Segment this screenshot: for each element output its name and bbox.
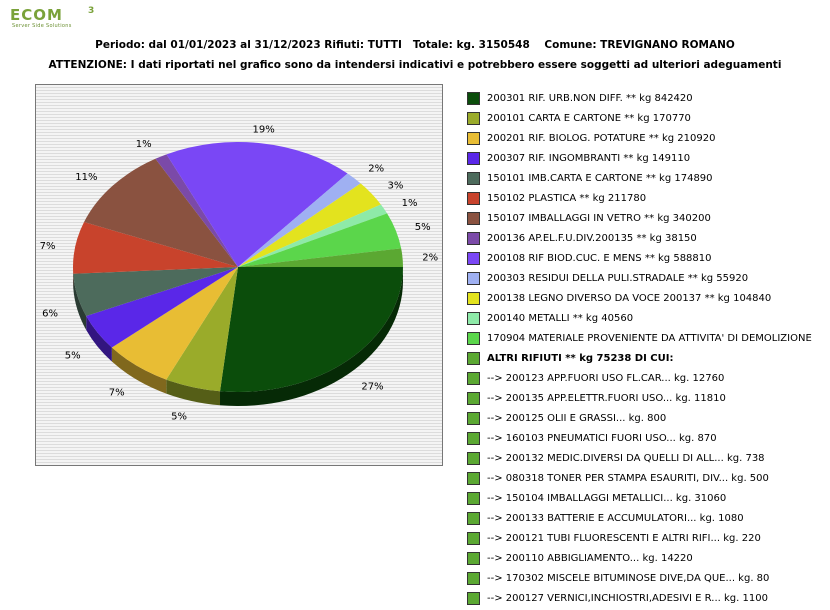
pie-slice-label: 27% xyxy=(361,381,383,392)
legend-swatch xyxy=(467,432,480,445)
legend-swatch xyxy=(467,392,480,405)
chart-legend: 200301 RIF. URB.NON DIFF. ** kg 842420 20… xyxy=(467,90,830,610)
legend-label: 200307 RIF. INGOMBRANTI ** kg 149110 xyxy=(487,153,690,164)
legend-label: 200101 CARTA E CARTONE ** kg 170770 xyxy=(487,113,691,124)
legend-label: 150102 PLASTICA ** kg 211780 xyxy=(487,193,646,204)
legend-item: 170904 MATERIALE PROVENIENTE DA ATTIVITA… xyxy=(467,330,830,350)
legend-swatch xyxy=(467,212,480,225)
legend-label: --> 170302 MISCELE BITUMINOSE DIVE,DA QU… xyxy=(487,573,769,584)
legend-label: 200201 RIF. BIOLOG. POTATURE ** kg 21092… xyxy=(487,133,715,144)
legend-swatch xyxy=(467,552,480,565)
legend-item: 200201 RIF. BIOLOG. POTATURE ** kg 21092… xyxy=(467,130,830,150)
legend-swatch xyxy=(467,492,480,505)
legend-swatch xyxy=(467,592,480,605)
pie-slice-label: 3% xyxy=(387,181,403,192)
legend-label: --> 200110 ABBIGLIAMENTO... kg. 14220 xyxy=(487,553,693,564)
legend-swatch xyxy=(467,232,480,245)
legend-swatch xyxy=(467,192,480,205)
legend-label: --> 200127 VERNICI,INCHIOSTRI,ADESIVI E … xyxy=(487,593,768,604)
pie-slice-label: 1% xyxy=(136,139,152,150)
pie-slice-label: 5% xyxy=(65,350,81,361)
legend-item: 200138 LEGNO DIVERSO DA VOCE 200137 ** k… xyxy=(467,290,830,310)
legend-swatch xyxy=(467,332,480,345)
pie-slice-label: 19% xyxy=(253,124,275,135)
legend-swatch xyxy=(467,352,480,365)
legend-label: 150101 IMB.CARTA E CARTONE ** kg 174890 xyxy=(487,173,713,184)
pie-slice-label: 11% xyxy=(75,172,97,183)
legend-swatch xyxy=(467,372,480,385)
legend-swatch xyxy=(467,112,480,125)
legend-item: --> 080318 TONER PER STAMPA ESAURITI, DI… xyxy=(467,470,830,490)
legend-item: --> 170302 MISCELE BITUMINOSE DIVE,DA QU… xyxy=(467,570,830,590)
legend-swatch xyxy=(467,272,480,285)
legend-label: 200301 RIF. URB.NON DIFF. ** kg 842420 xyxy=(487,93,693,104)
legend-item: 200101 CARTA E CARTONE ** kg 170770 xyxy=(467,110,830,130)
legend-item: 200307 RIF. INGOMBRANTI ** kg 149110 xyxy=(467,150,830,170)
pie-top-faces xyxy=(73,142,403,392)
legend-swatch xyxy=(467,252,480,265)
legend-label: --> 200123 APP.FUORI USO FL.CAR... kg. 1… xyxy=(487,373,724,384)
legend-item: 150107 IMBALLAGGI IN VETRO ** kg 340200 xyxy=(467,210,830,230)
pie-slice-label: 2% xyxy=(422,253,438,264)
legend-label: --> 200135 APP.ELETTR.FUORI USO... kg. 1… xyxy=(487,393,726,404)
legend-label: 200303 RESIDUI DELLA PULI.STRADALE ** kg… xyxy=(487,273,748,284)
legend-item: --> 200132 MEDIC.DIVERSI DA QUELLI DI AL… xyxy=(467,450,830,470)
legend-swatch xyxy=(467,132,480,145)
legend-item: 200301 RIF. URB.NON DIFF. ** kg 842420 xyxy=(467,90,830,110)
legend-item: 200303 RESIDUI DELLA PULI.STRADALE ** kg… xyxy=(467,270,830,290)
pie-slice xyxy=(220,267,403,392)
legend-label: 170904 MATERIALE PROVENIENTE DA ATTIVITA… xyxy=(487,333,812,344)
legend-item: --> 200125 OLII E GRASSI... kg. 800 xyxy=(467,410,830,430)
pie-slice-label: 1% xyxy=(402,198,418,209)
legend-label: ALTRI RIFIUTI ** kg 75238 DI CUI: xyxy=(487,353,673,364)
legend-swatch xyxy=(467,152,480,165)
legend-swatch xyxy=(467,412,480,425)
legend-swatch xyxy=(467,532,480,545)
legend-swatch xyxy=(467,172,480,185)
legend-swatch xyxy=(467,512,480,525)
pie-slice-label: 7% xyxy=(40,241,56,252)
legend-item: --> 200121 TUBI FLUORESCENTI E ALTRI RIF… xyxy=(467,530,830,550)
legend-item: --> 200123 APP.FUORI USO FL.CAR... kg. 1… xyxy=(467,370,830,390)
legend-label: --> 160103 PNEUMATICI FUORI USO... kg. 8… xyxy=(487,433,717,444)
legend-item: 150102 PLASTICA ** kg 211780 xyxy=(467,190,830,210)
legend-item: 200140 METALLI ** kg 40560 xyxy=(467,310,830,330)
legend-swatch xyxy=(467,472,480,485)
pie-slice-label: 5% xyxy=(415,222,431,233)
pie-slice-label: 5% xyxy=(171,412,187,423)
legend-label: 200138 LEGNO DIVERSO DA VOCE 200137 ** k… xyxy=(487,293,771,304)
legend-item: 200108 RIF BIOD.CUC. E MENS ** kg 588810 xyxy=(467,250,830,270)
legend-swatch xyxy=(467,572,480,585)
legend-item: --> 150104 IMBALLAGGI METALLICI... kg. 3… xyxy=(467,490,830,510)
legend-label: 200140 METALLI ** kg 40560 xyxy=(487,313,633,324)
legend-label: 200136 AP.EL.F.U.DIV.200135 ** kg 38150 xyxy=(487,233,697,244)
legend-item: --> 200127 VERNICI,INCHIOSTRI,ADESIVI E … xyxy=(467,590,830,610)
legend-label: --> 200133 BATTERIE E ACCUMULATORI... kg… xyxy=(487,513,744,524)
legend-label: --> 200125 OLII E GRASSI... kg. 800 xyxy=(487,413,666,424)
legend-swatch xyxy=(467,92,480,105)
legend-label: --> 150104 IMBALLAGGI METALLICI... kg. 3… xyxy=(487,493,726,504)
pie-slice-label: 2% xyxy=(368,164,384,175)
legend-swatch xyxy=(467,312,480,325)
legend-item: --> 200110 ABBIGLIAMENTO... kg. 14220 xyxy=(467,550,830,570)
pie-slice-label: 6% xyxy=(42,309,58,320)
legend-item: --> 200135 APP.ELETTR.FUORI USO... kg. 1… xyxy=(467,390,830,410)
legend-swatch xyxy=(467,452,480,465)
legend-swatch xyxy=(467,292,480,305)
pie-slice-label: 7% xyxy=(109,388,125,399)
legend-label: --> 200132 MEDIC.DIVERSI DA QUELLI DI AL… xyxy=(487,453,765,464)
legend-item: --> 200133 BATTERIE E ACCUMULATORI... kg… xyxy=(467,510,830,530)
legend-label: 150107 IMBALLAGGI IN VETRO ** kg 340200 xyxy=(487,213,711,224)
legend-item: ALTRI RIFIUTI ** kg 75238 DI CUI: xyxy=(467,350,830,370)
legend-label: --> 080318 TONER PER STAMPA ESAURITI, DI… xyxy=(487,473,769,484)
legend-item: 200136 AP.EL.F.U.DIV.200135 ** kg 38150 xyxy=(467,230,830,250)
legend-item: --> 160103 PNEUMATICI FUORI USO... kg. 8… xyxy=(467,430,830,450)
legend-label: --> 200121 TUBI FLUORESCENTI E ALTRI RIF… xyxy=(487,533,761,544)
legend-item: 150101 IMB.CARTA E CARTONE ** kg 174890 xyxy=(467,170,830,190)
legend-label: 200108 RIF BIOD.CUC. E MENS ** kg 588810 xyxy=(487,253,712,264)
